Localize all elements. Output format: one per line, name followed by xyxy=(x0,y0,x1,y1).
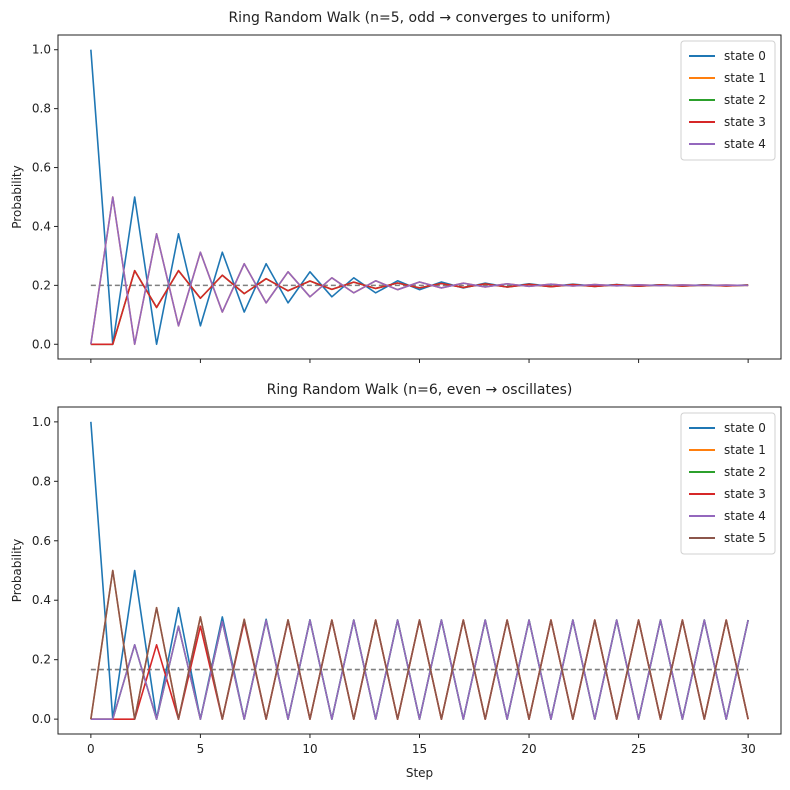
y-tick-label: 0.8 xyxy=(32,102,51,116)
y-tick-label: 0.0 xyxy=(32,712,51,726)
plot-frame xyxy=(57,34,782,360)
series-line-state-5 xyxy=(90,569,749,720)
x-tick-label: 20 xyxy=(521,742,536,756)
legend-box xyxy=(680,412,776,555)
chart-title: Ring Random Walk (n=6, even → oscillates… xyxy=(267,382,573,398)
series-line-state-4 xyxy=(90,619,749,720)
legend-label: state 1 xyxy=(724,71,766,85)
x-tick-label: 15 xyxy=(412,742,427,756)
legend-label: state 5 xyxy=(724,531,766,545)
y-tick-label: 0.8 xyxy=(32,474,51,488)
series-line-state-3 xyxy=(90,269,749,346)
legend-label: state 0 xyxy=(724,421,766,435)
y-tick-label: 0.2 xyxy=(32,653,51,667)
y-tick-label: 0.4 xyxy=(32,219,51,233)
x-tick-label: 5 xyxy=(197,742,205,756)
x-tick-label: 10 xyxy=(302,742,317,756)
legend-label: state 2 xyxy=(724,465,766,479)
x-tick-label: 30 xyxy=(740,742,755,756)
y-axis-label: Probability xyxy=(10,165,24,228)
chart-title: Ring Random Walk (n=5, odd → converges t… xyxy=(228,10,610,26)
series-line-state-4 xyxy=(90,196,749,346)
x-axis-label: Step xyxy=(406,766,433,780)
y-tick-label: 0.2 xyxy=(32,278,51,292)
legend-label: state 4 xyxy=(724,509,766,523)
legend-label: state 0 xyxy=(724,49,766,63)
legend-label: state 3 xyxy=(724,487,766,501)
chart-panel-2: Ring Random Walk (n=6, even → oscillates… xyxy=(10,382,782,780)
y-axis-label: Probability xyxy=(10,539,24,602)
legend-box xyxy=(680,40,776,161)
y-tick-label: 0.6 xyxy=(32,161,51,175)
legend-label: state 3 xyxy=(724,115,766,129)
y-tick-label: 0.0 xyxy=(32,337,51,351)
x-tick-label: 25 xyxy=(631,742,646,756)
y-tick-label: 0.6 xyxy=(32,534,51,548)
x-tick-label: 0 xyxy=(87,742,95,756)
legend-label: state 2 xyxy=(724,93,766,107)
legend-label: state 4 xyxy=(724,137,766,151)
y-tick-label: 1.0 xyxy=(32,415,51,429)
legend: state 0 state 1 state 2 state 3 state 4 xyxy=(680,40,776,161)
legend: state 0 state 1 state 2 state 3 state 4 state… xyxy=(680,412,776,555)
plot-frame xyxy=(57,406,782,735)
legend-label: state 1 xyxy=(724,443,766,457)
y-tick-label: 0.4 xyxy=(32,593,51,607)
y-tick-label: 1.0 xyxy=(32,43,51,57)
chart-panel-1: Ring Random Walk (n=5, odd → converges t… xyxy=(10,10,782,363)
